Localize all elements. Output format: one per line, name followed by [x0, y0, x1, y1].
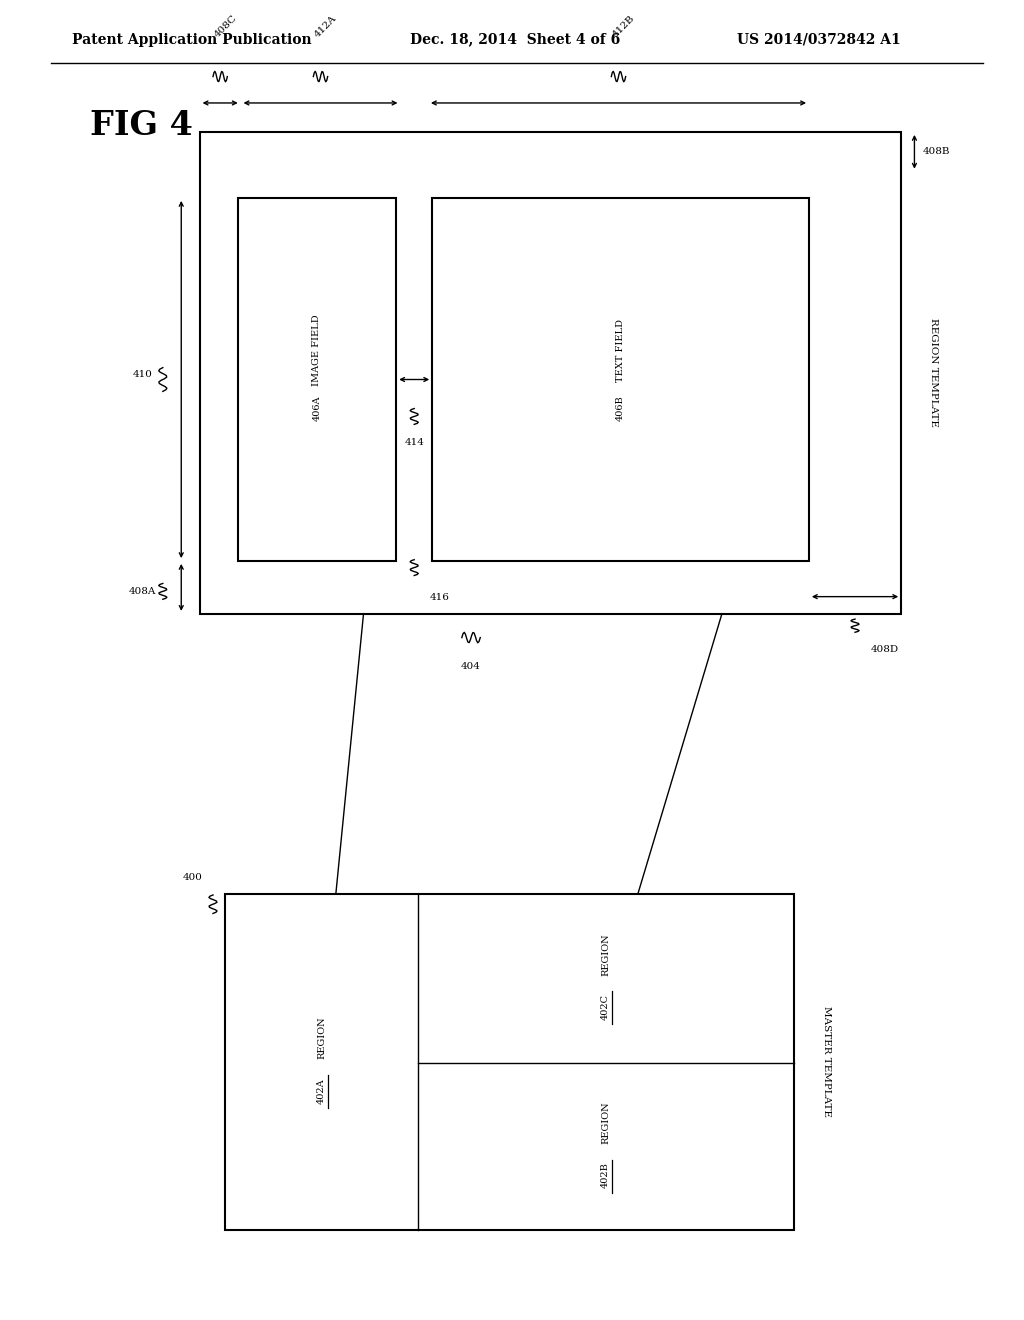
Text: MASTER TEMPLATE: MASTER TEMPLATE: [822, 1006, 830, 1118]
Text: 416: 416: [430, 594, 450, 602]
Bar: [225, 894, 794, 1230]
Text: TEXT FIELD: TEXT FIELD: [616, 319, 625, 381]
Text: 412A: 412A: [312, 15, 339, 40]
Text: Dec. 18, 2014  Sheet 4 of 6: Dec. 18, 2014 Sheet 4 of 6: [410, 33, 620, 46]
Text: REGION: REGION: [317, 1016, 326, 1060]
Text: 402B: 402B: [601, 1163, 610, 1188]
Text: REGION: REGION: [601, 933, 610, 975]
Text: 408C: 408C: [212, 13, 239, 40]
Text: FIG 4: FIG 4: [90, 108, 193, 141]
Text: US 2014/0372842 A1: US 2014/0372842 A1: [737, 33, 901, 46]
Bar: [238, 198, 396, 561]
Text: 400: 400: [182, 874, 203, 882]
Text: 406B: 406B: [616, 396, 625, 421]
Text: REGION TEMPLATE: REGION TEMPLATE: [930, 318, 938, 428]
Text: IMAGE FIELD: IMAGE FIELD: [312, 314, 322, 387]
Text: 414: 414: [404, 438, 424, 447]
Text: 404: 404: [461, 663, 481, 671]
Text: 408A: 408A: [129, 587, 156, 595]
Bar: [200, 132, 901, 614]
Text: 406A: 406A: [312, 396, 322, 421]
Text: 402C: 402C: [601, 994, 610, 1020]
Text: Patent Application Publication: Patent Application Publication: [72, 33, 311, 46]
Text: 408B: 408B: [923, 148, 950, 156]
Text: 408D: 408D: [870, 645, 898, 653]
Text: 410: 410: [132, 370, 153, 379]
Text: 402A: 402A: [317, 1078, 326, 1104]
Bar: [432, 198, 809, 561]
Text: 412B: 412B: [610, 13, 637, 40]
Text: REGION: REGION: [601, 1101, 610, 1144]
